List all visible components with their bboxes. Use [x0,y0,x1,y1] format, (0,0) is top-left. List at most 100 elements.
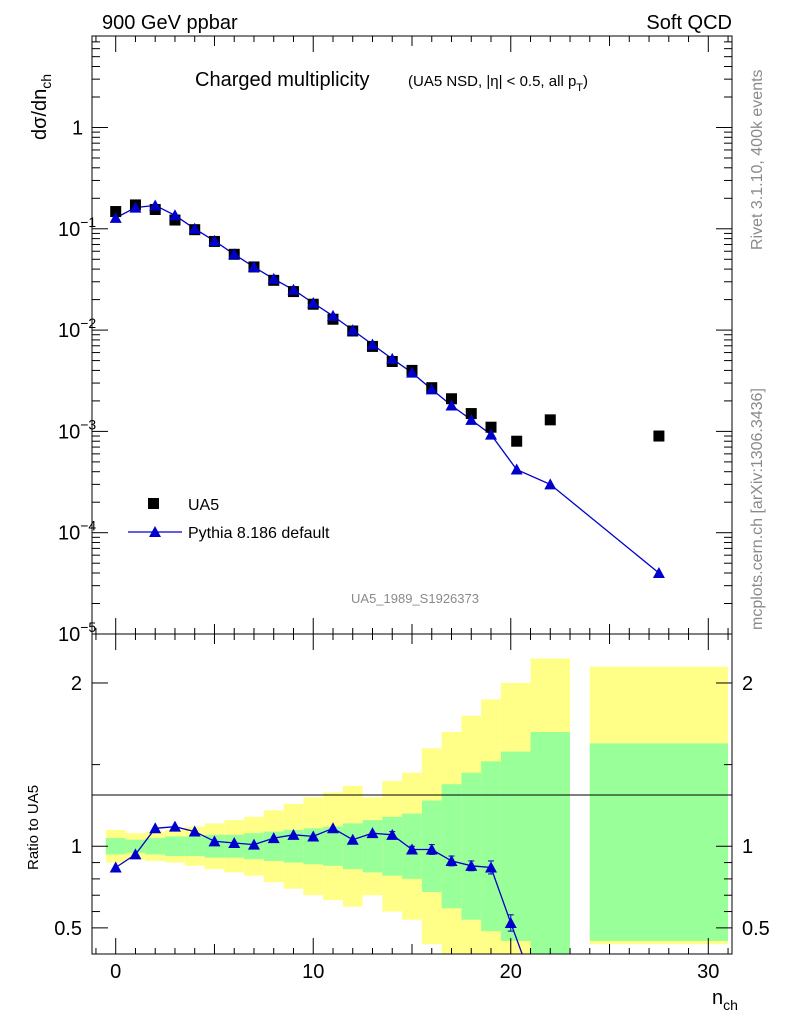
pythia-data-point [228,248,241,260]
mcplots-label: mcplots.cern.ch [arXiv:1306.3436] [749,388,766,630]
uncertainty-band-inner [125,839,146,853]
uncertainty-band-inner [441,784,462,909]
uncertainty-band-inner [184,836,205,857]
pythia-data-point [247,260,260,272]
pythia-data-point [406,366,418,378]
ratio-y-tick-label-left: 1 [71,836,82,858]
uncertainty-band-inner [382,816,403,876]
uncertainty-band-inner [105,838,126,855]
category-label: Soft QCD [646,12,732,34]
ratio-y-tick-label-right: 2 [742,673,753,695]
main-y-tick-label: 10−1 [58,214,96,241]
pythia-data-point [366,338,379,350]
ratio-data-point [326,822,339,834]
ratio-data-point [208,835,221,847]
uncertainty-band-inner [165,836,185,857]
pythia-data-point [510,463,523,475]
rivet-version-label: Rivet 3.1.10, 400k events [749,69,766,250]
pythia-data-point [425,383,438,395]
x-tick-label: 0 [110,961,121,983]
main-y-tick-label: 1 [72,117,83,139]
pythia-data-point [149,199,162,211]
main-plot-panel: 10−5 10−4 10−3 10−2 10−1 1 Charged multiplici… [29,35,733,646]
x-tick-label: 20 [500,961,522,983]
uncertainty-band-inner [530,731,571,954]
ratio-data-point [504,916,517,928]
pythia-data-point [188,222,201,234]
ratio-data-point [307,830,320,842]
pythia-data-point [445,399,458,411]
main-y-tick-label: 10−4 [58,518,96,545]
pythia-data-point [544,478,557,490]
ratio-y-tick-label-right: 0.5 [742,918,770,940]
pythia-data-point [326,309,339,321]
ratio-data-point [287,828,300,840]
ua5-data-point [485,421,497,433]
ua5-data-point [465,408,477,420]
uncertainty-band-inner [342,823,363,870]
legend-label-ua5: UA5 [188,497,219,514]
ratio-data-point [109,861,122,873]
ratio-data-point [188,825,201,837]
ratio-data-point [168,820,181,832]
pythia-data-point [129,201,142,213]
ratio-data-point [425,843,438,855]
main-y-tick-label: 10−2 [58,315,96,342]
x-tick-label: 30 [697,961,719,983]
ratio-data-point [247,838,260,850]
ua5-data-point [653,430,665,442]
ua5-data-point [544,414,556,426]
legend-label-pythia: Pythia 8.186 default [188,525,330,542]
ratio-data-point [149,822,162,834]
ua5-data-point [110,206,122,218]
ua5-data-point [446,393,458,405]
uncertainty-band-inner [145,838,166,855]
ratio-data-point [366,827,379,839]
legend: UA5 Pythia 8.186 default [128,497,330,542]
ratio-data-point [346,833,359,845]
uncertainty-band-inner [461,772,482,920]
ratio-y-tick-label-left: 2 [71,673,82,695]
pythia-curve [115,204,660,574]
ratio-data-point [228,836,241,848]
pythia-data-point [287,283,300,295]
ratio-data-point [129,848,142,860]
main-y-tick-label: 10−3 [58,416,96,443]
ratio-data-point [465,859,478,871]
ratio-plot-panel: 0 10 20 30 0.5 0.5 1 1 2 2 Ratio to UA5 nch [25,633,770,1013]
x-axis-label: nch [712,987,738,1013]
pythia-data-point [485,428,498,440]
main-y-tick-label: 10−5 [58,619,96,646]
pythia-data-point [168,209,181,221]
ratio-data-point [485,861,498,873]
ratio-series-group [109,820,523,954]
ratio-data-point [406,843,418,855]
analysis-tag: UA5_1989_S1926373 [351,591,479,606]
pythia-data-point [346,324,359,336]
uncertainty-band-inner [263,831,284,861]
legend-marker-pythia [149,526,161,537]
ratio-data-point [267,832,280,844]
chart-title: Charged multiplicity [195,69,370,91]
pythia-data-point [386,352,399,364]
legend-marker-ua5 [148,498,159,509]
chart-subtitle: (UA5 NSD, |η| < 0.5, all pT) [408,73,588,94]
main-y-axis-label: dσ/dnch [29,74,54,140]
ratio-data-point [445,854,458,866]
energy-label: 900 GeV ppbar [102,12,238,34]
uncertainty-band-inner [589,743,729,941]
uncertainty-band-inner [481,761,501,932]
uncertainty-band-inner [323,826,343,866]
uncertainty-band-inner [500,751,531,941]
pythia-data-point [109,211,122,223]
x-tick-label: 10 [302,961,324,983]
pythia-data-point [267,272,280,284]
pythia-data-point [652,567,665,579]
pythia-data-point [307,297,320,309]
main-plot-frame [91,35,733,635]
ratio-y-axis-label: Ratio to UA5 [25,785,42,870]
ratio-y-tick-label-left: 0.5 [54,918,82,940]
ratio-data-point [386,828,399,840]
uncertainty-band-inner [303,828,324,865]
